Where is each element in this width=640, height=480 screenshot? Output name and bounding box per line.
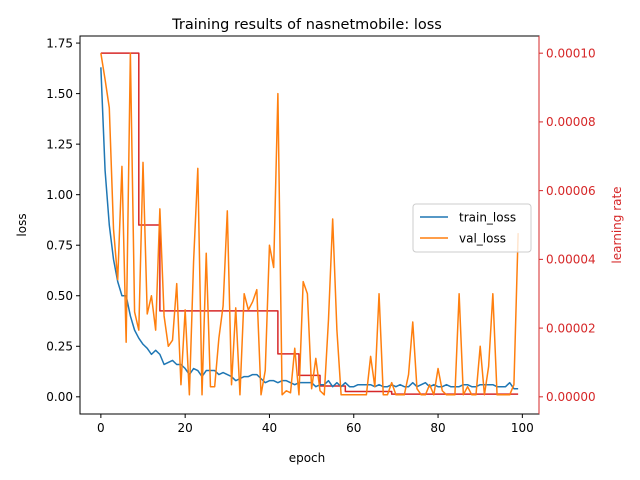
- x-tick-label: 80: [430, 421, 445, 435]
- legend-label-train-loss: train_loss: [459, 211, 516, 225]
- y2-axis-label: learning rate: [610, 186, 624, 263]
- y2-tick-label: 0.00000: [546, 390, 596, 404]
- y-tick-label: 0.25: [46, 340, 73, 354]
- y-tick-label: 0.00: [46, 390, 73, 404]
- y-tick-label: 1.25: [46, 137, 73, 151]
- y-tick-label: 1.00: [46, 188, 73, 202]
- plot-area: [100, 52, 519, 396]
- y-tick-label: 1.75: [46, 36, 73, 50]
- y-tick-label: 0.75: [46, 239, 73, 253]
- legend: train_loss val_loss: [412, 203, 532, 253]
- y-tick-label: 0.50: [46, 289, 73, 303]
- x-tick-label: 20: [178, 421, 193, 435]
- x-tick-label: 0: [97, 421, 105, 435]
- x-tick-label: 100: [511, 421, 534, 435]
- y2-tick-label: 0.00004: [546, 253, 596, 267]
- x-tick-label: 40: [262, 421, 277, 435]
- y-tick-label: 1.50: [46, 87, 73, 101]
- x-tick-label: 60: [346, 421, 361, 435]
- x-axis-ticks: 0 20 40 60 80 100: [97, 414, 534, 435]
- series-line-learning-rate: [100, 52, 519, 395]
- series-line-train-loss: [100, 67, 519, 390]
- y2-tick-label: 0.00006: [546, 184, 596, 198]
- y2-axis-ticks: 0.00000 0.00002 0.00004 0.00006 0.00008 0.000…: [539, 46, 596, 404]
- y2-tick-label: 0.00008: [546, 115, 596, 129]
- legend-frame: [412, 203, 532, 253]
- x-axis-label: epoch: [289, 451, 326, 465]
- y-axis-label: loss: [15, 213, 29, 236]
- chart-title: Training results of nasnetmobile: loss: [171, 17, 442, 33]
- y2-tick-label: 0.00010: [546, 46, 596, 60]
- legend-label-val-loss: val_loss: [459, 232, 506, 246]
- series-line-val-loss: [100, 52, 519, 396]
- y2-tick-label: 0.00002: [546, 321, 596, 335]
- y-axis-ticks: 0.00 0.25 0.50 0.75 1.00 1.25 1.50 1.75: [46, 36, 80, 404]
